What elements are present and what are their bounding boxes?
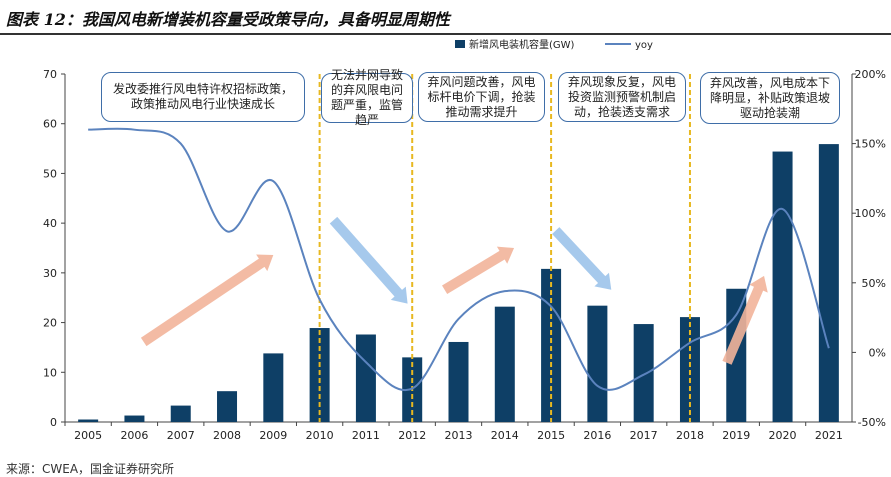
yoy-line: [88, 127, 830, 392]
x-tick-label: 2020: [769, 429, 797, 442]
bar-2011: [355, 334, 376, 422]
bar-2007: [170, 405, 191, 422]
y-tick-label-right: 50%: [862, 277, 886, 290]
y-tick-label-left: 20: [43, 317, 57, 330]
x-tick-label: 2012: [398, 429, 426, 442]
bar-2015: [541, 268, 562, 422]
legend-swatch-bar: [455, 40, 465, 48]
bar-2021: [818, 144, 839, 422]
figure-title: 图表 12：我国风电新增装机容量受政策导向，具备明显周期性: [6, 10, 450, 29]
y-tick-label-left: 70: [43, 68, 57, 81]
y-tick-label-right: 150%: [855, 138, 886, 151]
x-tick-label: 2021: [815, 429, 843, 442]
title-rule: [0, 33, 891, 35]
x-tick-label: 2019: [722, 429, 750, 442]
x-tick-label: 2010: [306, 429, 334, 442]
bar-2016: [587, 305, 608, 422]
annotation-box-4: 弃风现象反复，风电投资监测预警机制启动，抢装透支需求: [558, 72, 686, 122]
x-tick-label: 2009: [259, 429, 287, 442]
x-tick-label: 2005: [74, 429, 102, 442]
annotation-box-3: 弃风问题改善，风电标杆电价下调，抢装推动需求提升: [418, 72, 545, 122]
x-tick-label: 2013: [445, 429, 473, 442]
x-tick-label: 2008: [213, 429, 241, 442]
annotation-box-5: 弃风改善，风电成本下降明显，补贴政策退坡驱动抢装潮: [700, 72, 840, 124]
y-tick-label-left: 0: [50, 416, 57, 429]
x-tick-label: 2011: [352, 429, 380, 442]
trend-arrow-up: [140, 254, 274, 347]
bar-2005: [78, 419, 99, 422]
bar-2006: [124, 415, 145, 422]
bar-2010: [309, 328, 330, 422]
annotation-box-1: 发改委推行风电特许权招标政策，政策推动风电行业快速成长: [101, 72, 305, 122]
y-tick-label-left: 40: [43, 217, 57, 230]
y-tick-label-left: 30: [43, 267, 57, 280]
y-tick-label-left: 10: [43, 366, 57, 379]
x-tick-label: 2006: [120, 429, 148, 442]
x-tick-label: 2018: [676, 429, 704, 442]
trend-arrow-up: [722, 275, 768, 365]
x-tick-label: 2015: [537, 429, 565, 442]
y-tick-label-left: 50: [43, 167, 57, 180]
bar-2020: [772, 151, 793, 422]
bar-2014: [494, 306, 515, 422]
x-tick-label: 2017: [630, 429, 658, 442]
bar-2009: [263, 353, 284, 422]
y-tick-label-left: 60: [43, 118, 57, 131]
bar-2018: [679, 317, 700, 422]
y-tick-label-right: 0%: [869, 346, 886, 359]
legend-label-bar: 新增风电装机容量(GW): [469, 38, 575, 51]
legend-label-line: yoy: [635, 40, 653, 51]
annotation-box-2: 无法并网导致的弃风限电问题严重，监管趋严: [321, 68, 413, 127]
y-tick-label-right: 100%: [855, 207, 886, 220]
x-tick-label: 2007: [167, 429, 195, 442]
bar-2013: [448, 341, 469, 422]
trend-arrow-up: [442, 246, 515, 295]
y-tick-label-right: 200%: [855, 68, 886, 81]
trend-arrow-down: [552, 227, 612, 290]
bar-2017: [633, 324, 654, 422]
source-note: 来源：CWEA，国金证券研究所: [6, 462, 175, 476]
x-tick-label: 2016: [583, 429, 611, 442]
trend-arrow-down: [329, 216, 408, 304]
x-tick-label: 2014: [491, 429, 519, 442]
bar-2008: [217, 391, 238, 422]
y-tick-label-right: -50%: [858, 416, 886, 429]
